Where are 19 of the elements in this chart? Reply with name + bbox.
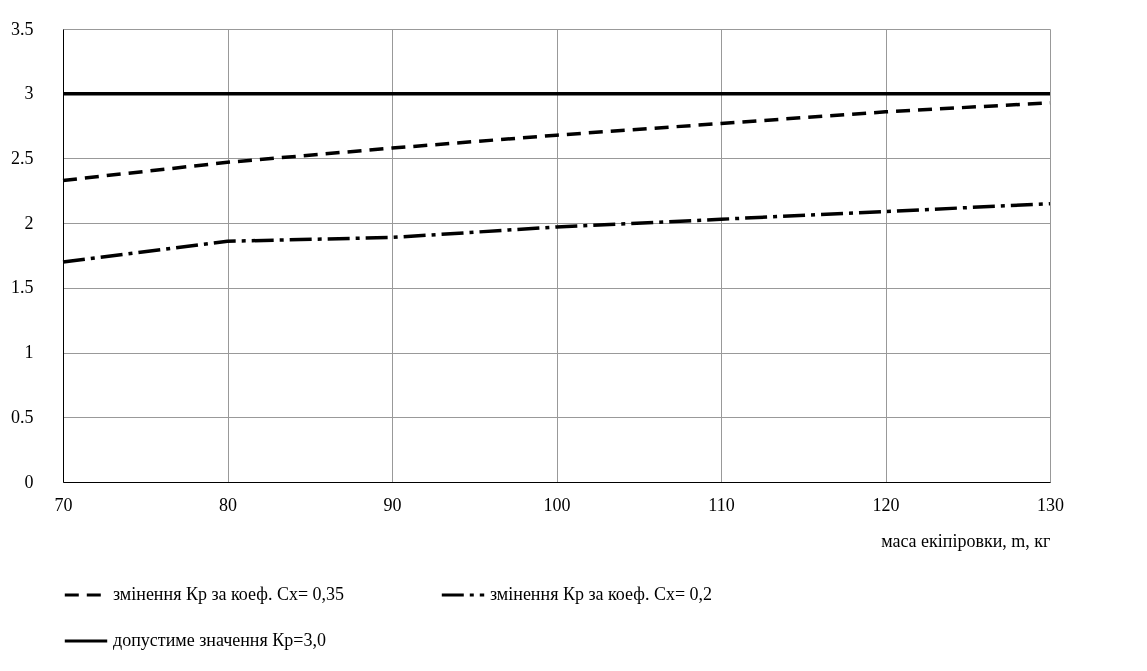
y-tick-label: 0.5 xyxy=(11,406,34,427)
y-tick-label: 2 xyxy=(24,212,34,233)
legend-label: допустиме значення Кр=3,0 xyxy=(113,630,326,650)
x-tick-label: 110 xyxy=(708,494,735,515)
x-axis-title: маса екіпіровки, m, кг xyxy=(881,530,1051,551)
x-tick-label: 70 xyxy=(54,494,73,515)
y-tick-label: 3 xyxy=(24,83,34,104)
y-tick-label: 2.5 xyxy=(11,147,34,168)
y-tick-label: 1.5 xyxy=(11,277,34,298)
legend-label: змінення Кр за коеф. Сх= 0,2 xyxy=(490,584,713,604)
legend-label: змінення Кр за коеф. Сх= 0,35 xyxy=(113,584,345,604)
y-tick-label: 1 xyxy=(24,342,34,363)
x-tick-label: 130 xyxy=(1037,494,1064,515)
y-tick-label: 0 xyxy=(24,471,34,492)
x-tick-label: 100 xyxy=(543,494,571,515)
x-tick-label: 90 xyxy=(383,494,402,515)
y-tick-label: 3.5 xyxy=(11,18,34,39)
x-tick-label: 80 xyxy=(219,494,237,515)
x-tick-label: 120 xyxy=(872,494,900,515)
